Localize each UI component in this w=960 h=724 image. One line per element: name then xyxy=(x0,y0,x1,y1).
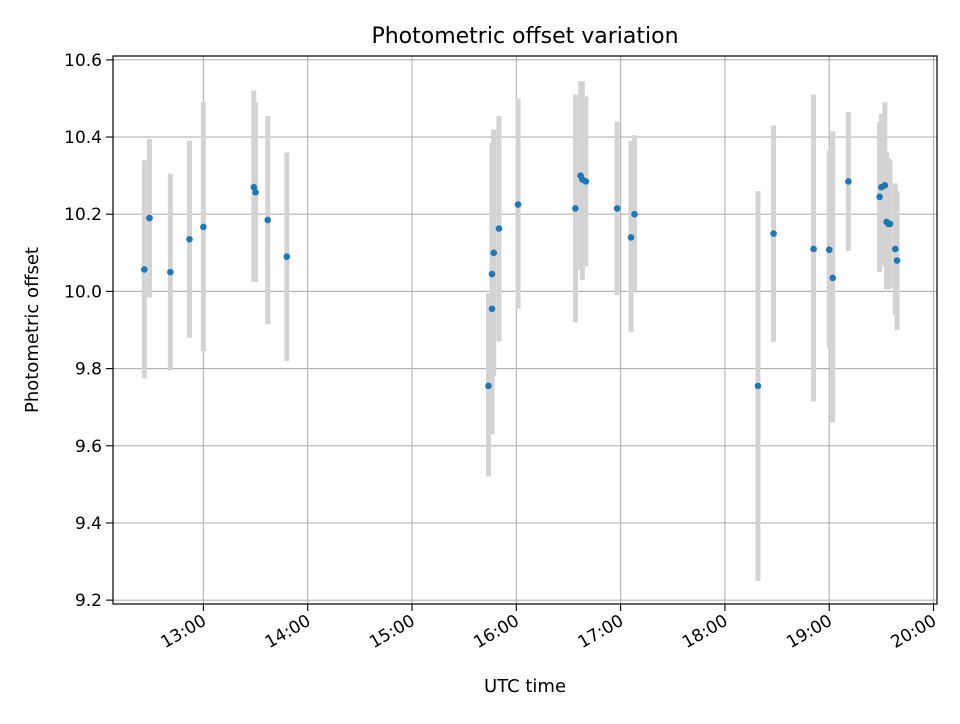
x-tick-label: 15:00 xyxy=(366,611,418,653)
data-point xyxy=(754,382,762,390)
data-point xyxy=(490,249,498,257)
data-point xyxy=(886,220,894,228)
data-point xyxy=(495,225,503,232)
data-point xyxy=(488,270,496,278)
y-tick-label: 10.2 xyxy=(64,205,102,225)
data-point xyxy=(582,178,590,185)
data-point xyxy=(140,266,148,273)
x-tick-label: 13:00 xyxy=(157,611,209,653)
x-tick-label: 14:00 xyxy=(262,611,314,653)
data-point xyxy=(770,230,777,237)
data-point xyxy=(264,216,272,224)
data-point xyxy=(891,245,899,253)
data-point xyxy=(485,382,492,390)
plot-frame xyxy=(112,55,938,605)
y-tick-label: 9.2 xyxy=(75,591,102,611)
data-point xyxy=(146,214,153,222)
data-point xyxy=(514,201,522,208)
y-tick-label: 10.4 xyxy=(64,128,102,148)
x-tick-label: 20:00 xyxy=(888,611,940,653)
y-tick-label: 9.8 xyxy=(75,360,102,380)
y-tick-label: 10.6 xyxy=(64,51,102,71)
data-point xyxy=(200,223,207,231)
data-point xyxy=(829,274,836,282)
data-point xyxy=(627,234,635,241)
x-tick-label: 18:00 xyxy=(679,611,731,653)
data-points xyxy=(140,172,901,390)
x-tick-label: 19:00 xyxy=(783,611,835,653)
data-point xyxy=(186,236,193,243)
error-bars xyxy=(141,81,900,581)
x-tick-label: 17:00 xyxy=(575,611,627,653)
grid-lines xyxy=(113,56,937,604)
y-tick-label: 9.6 xyxy=(75,437,102,457)
y-axis-label: Photometric offset xyxy=(22,247,43,413)
data-point xyxy=(167,268,174,276)
data-point xyxy=(283,253,291,260)
data-point xyxy=(810,245,817,253)
y-tick-label: 9.4 xyxy=(75,514,102,534)
data-point xyxy=(488,305,496,313)
data-point xyxy=(613,205,621,212)
data-point xyxy=(881,181,889,189)
data-point xyxy=(876,193,883,201)
y-tick-label: 10.0 xyxy=(64,282,102,302)
data-point xyxy=(252,188,259,196)
x-tick-label: 16:00 xyxy=(470,611,522,653)
y-axis-ticks: 9.2 9.4 9.6 9.8 10.0 10.2 10.4 10.6 xyxy=(64,51,113,611)
x-axis-ticks: 13:00 14:00 15:00 16:00 17:00 18:00 19:00 20:00 xyxy=(157,604,940,653)
data-point xyxy=(631,210,638,218)
data-point xyxy=(893,257,901,264)
data-point xyxy=(845,178,852,185)
chart-title: Photometric offset variation xyxy=(371,24,678,49)
data-point xyxy=(825,246,833,254)
data-point xyxy=(572,205,579,212)
data-point xyxy=(250,183,258,191)
x-axis-label: UTC time xyxy=(484,676,566,697)
